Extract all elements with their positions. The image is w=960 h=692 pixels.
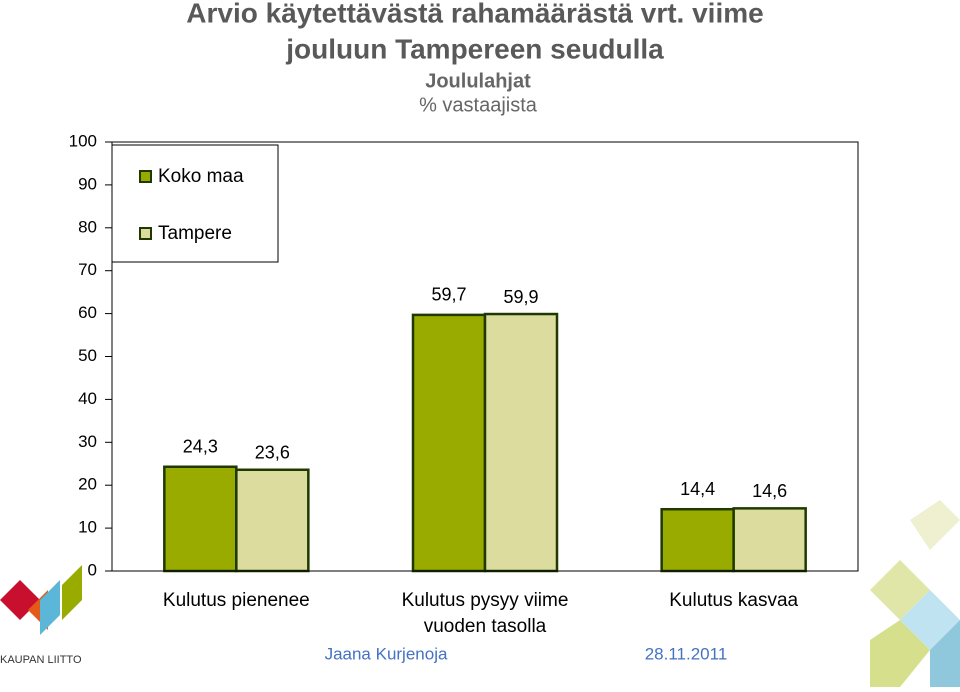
bar bbox=[163, 465, 238, 573]
value-label: 59,7 bbox=[431, 285, 466, 305]
y-tick-label: 90 bbox=[78, 174, 97, 193]
bar bbox=[235, 468, 310, 573]
logo-text: KAUPAN LIITTO bbox=[0, 654, 82, 666]
y-tick-label: 70 bbox=[78, 260, 97, 279]
value-label: 59,9 bbox=[503, 287, 538, 307]
legend-marker bbox=[139, 170, 152, 183]
y-tick-label: 50 bbox=[78, 346, 97, 365]
footer-author: Jaana Kurjenoja bbox=[325, 644, 448, 663]
bar bbox=[660, 507, 735, 573]
y-tick-label: 100 bbox=[69, 131, 97, 150]
value-label: 23,6 bbox=[255, 443, 290, 463]
subtitle: % vastaajista bbox=[419, 94, 538, 116]
legend-label: Tampere bbox=[158, 223, 232, 244]
x-tick-label: vuoden tasolla bbox=[424, 616, 547, 637]
legend-box bbox=[111, 144, 279, 263]
value-label: 24,3 bbox=[183, 437, 218, 457]
bar bbox=[411, 313, 487, 573]
x-tick-label: Kulutus pienenee bbox=[163, 590, 310, 611]
legend-label: Koko maa bbox=[158, 166, 244, 187]
footer-date: 28.11.2011 bbox=[645, 644, 728, 663]
y-tick-label: 60 bbox=[78, 303, 97, 322]
y-tick-label: 80 bbox=[78, 217, 97, 236]
y-tick-label: 10 bbox=[78, 518, 97, 537]
subtitle: Joululahjat bbox=[425, 70, 531, 92]
y-tick-label: 20 bbox=[78, 475, 97, 494]
chart-title: Arvio käytettävästä rahamäärästä vrt. vi… bbox=[186, 0, 763, 28]
legend-marker bbox=[139, 227, 152, 240]
y-tick-label: 30 bbox=[78, 432, 97, 451]
y-tick-label: 40 bbox=[78, 389, 97, 408]
y-tick-label: 0 bbox=[88, 560, 97, 579]
value-label: 14,6 bbox=[752, 481, 787, 501]
x-tick-label: Kulutus pysyy viime bbox=[402, 590, 569, 611]
bar bbox=[483, 312, 559, 573]
chart-title: jouluun Tampereen seudulla bbox=[285, 33, 664, 64]
value-label: 14,4 bbox=[680, 479, 715, 499]
x-tick-label: Kulutus kasvaa bbox=[669, 590, 798, 611]
bar bbox=[732, 507, 807, 573]
decoration bbox=[0, 500, 960, 687]
